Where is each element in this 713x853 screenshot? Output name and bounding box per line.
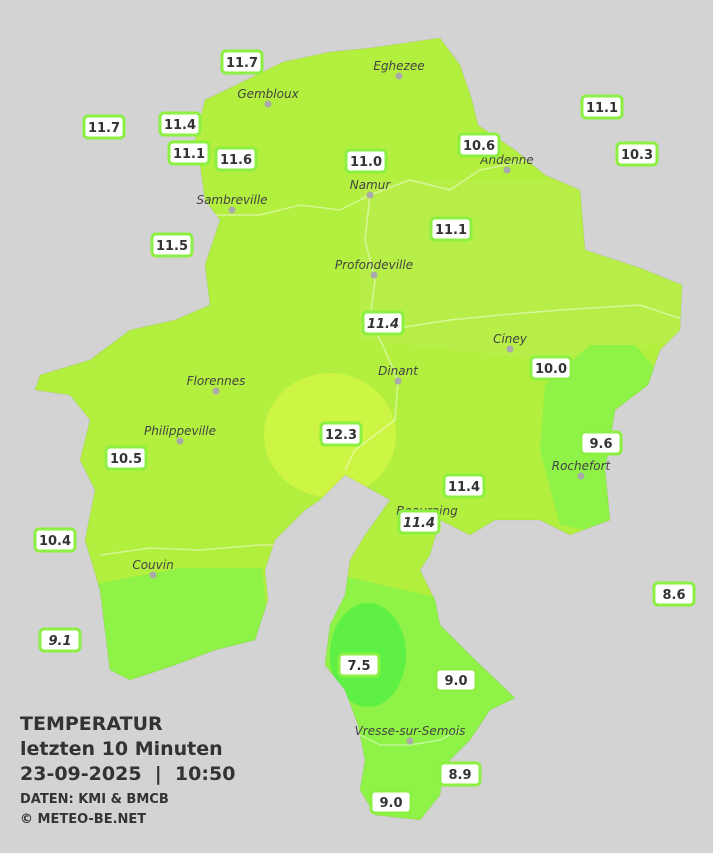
station-temp: 11.1	[173, 147, 205, 162]
station-temp: 10.3	[621, 148, 653, 163]
station-temp: 11.1	[435, 223, 467, 238]
station-temp: 11.7	[226, 56, 258, 71]
legend-subtitle: letzten 10 Minuten	[20, 738, 223, 760]
station-temp: 11.0	[350, 155, 382, 170]
legend-credit: © METEO-BE.NET	[20, 812, 146, 827]
town-label: Florennes	[187, 374, 246, 388]
station-box	[369, 789, 413, 815]
town-label: Profondeville	[335, 258, 413, 272]
station-temp: 11.1	[586, 101, 618, 116]
town-dot	[394, 377, 402, 385]
town-dot	[176, 437, 184, 445]
station-box	[150, 232, 194, 258]
station-temp: 11.4	[448, 480, 480, 495]
station-temp: 11.5	[156, 239, 188, 254]
station-temp: 9.0	[379, 796, 402, 811]
station-box	[337, 652, 381, 678]
station-box	[615, 141, 659, 167]
station-temp: 12.3	[325, 428, 357, 443]
town-dot	[264, 100, 272, 108]
town-label: Dinant	[378, 364, 419, 378]
station-temp: 11.7	[88, 121, 120, 136]
station-box	[429, 216, 473, 242]
legend-title: TEMPERATUR	[20, 713, 163, 735]
town-label: Eghezee	[373, 59, 424, 73]
station-box	[438, 761, 482, 787]
station-temp: 11.4	[164, 118, 196, 133]
station-box	[38, 627, 82, 653]
station-box	[220, 49, 264, 75]
town-dot	[149, 571, 157, 579]
town-dot	[395, 72, 403, 80]
station-box	[652, 581, 696, 607]
legend-datetime: 23-09-2025 | 10:50	[20, 763, 235, 785]
town-label: Sambreville	[196, 193, 267, 207]
station-temp: 10.5	[110, 452, 142, 467]
town-label: Philippeville	[144, 424, 216, 438]
town-label: Ciney	[493, 332, 528, 346]
station-temp: 8.6	[662, 588, 685, 603]
station-box	[529, 355, 573, 381]
outline	[34, 37, 683, 821]
town-dot	[212, 387, 220, 395]
station-temp: 10.0	[535, 362, 567, 377]
town-dot	[406, 737, 414, 745]
station-temp: 9.1	[48, 634, 71, 649]
station-box	[434, 667, 478, 693]
station-box	[442, 473, 486, 499]
station-box	[361, 310, 405, 336]
town-label: Namur	[350, 178, 392, 192]
station-box	[214, 146, 258, 172]
station-temp: 11.4	[367, 317, 399, 332]
station-box	[397, 509, 441, 535]
town-dot	[506, 345, 514, 353]
station-box	[167, 140, 211, 166]
town-dot	[503, 166, 511, 174]
town-dot	[228, 206, 236, 214]
station-temp: 11.6	[220, 153, 252, 168]
station-box	[344, 148, 388, 174]
station-temp: 9.6	[589, 437, 612, 452]
station-temp: 7.5	[347, 659, 370, 674]
station-box	[33, 527, 77, 553]
station-box	[579, 430, 623, 456]
station-box	[104, 445, 148, 471]
town-dot	[370, 271, 378, 279]
town-label: Couvin	[132, 558, 173, 572]
station-temp: 9.0	[444, 674, 467, 689]
station-temp: 11.4	[403, 516, 435, 531]
town-dot	[577, 472, 585, 480]
station-box	[580, 94, 624, 120]
station-box	[82, 114, 126, 140]
town-dot	[366, 191, 374, 199]
legend-source: DATEN: KMI & BMCB	[20, 792, 169, 807]
station-box	[457, 132, 501, 158]
legend: TEMPERATUR letzten 10 Minuten 23-09-2025…	[20, 713, 235, 827]
town-label: Vresse-sur-Semois	[355, 724, 466, 738]
town-label: Rochefort	[552, 459, 612, 473]
station-temp: 8.9	[448, 768, 471, 783]
station-temp: 10.6	[463, 139, 495, 154]
station-box	[319, 421, 363, 447]
station-box	[158, 111, 202, 137]
station-temp: 10.4	[39, 534, 71, 549]
town-label: Gembloux	[237, 87, 299, 101]
